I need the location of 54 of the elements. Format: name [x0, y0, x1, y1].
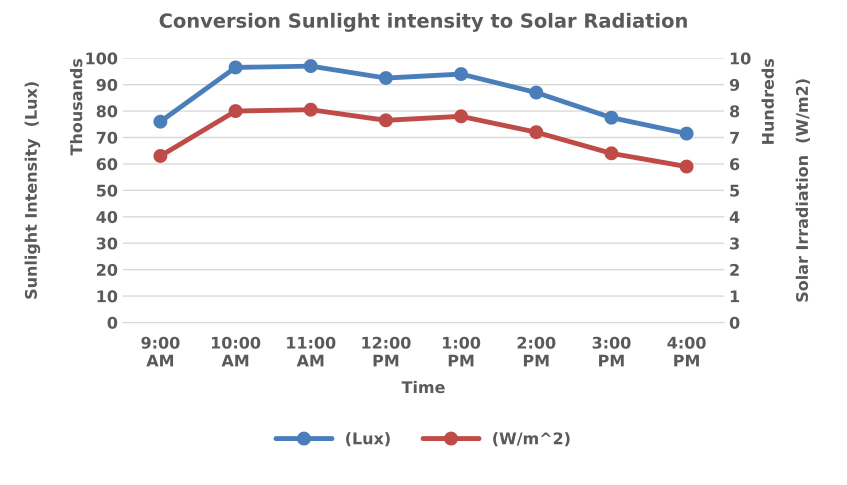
x-axis-title: Time	[402, 380, 445, 394]
legend-label: (Lux)	[346, 432, 390, 446]
y-tick-label: 60	[96, 158, 118, 170]
point	[680, 160, 694, 174]
y-tick-label: 0	[108, 316, 118, 329]
y2-tick-label: 2	[730, 264, 739, 276]
y-tick-label: 100	[86, 52, 118, 64]
y2-tick-label: 3	[730, 237, 739, 250]
y2-tick-label: 9	[730, 78, 740, 91]
y-tick-label: 20	[96, 264, 118, 276]
y-tick-label: 90	[96, 78, 118, 91]
y-tick-label: 70	[96, 132, 118, 144]
y2-tick-label: 10	[730, 52, 751, 64]
point	[378, 113, 393, 128]
x-tick-label: 9:00 AM	[141, 336, 180, 366]
point	[378, 71, 393, 85]
legend-label: (W/m^2)	[493, 432, 570, 446]
point	[153, 114, 168, 129]
chart-title: Conversion Sunlight intensity to Solar Radiation	[160, 12, 687, 32]
y-tick-label: 80	[96, 105, 118, 118]
x-tick-label: 3:00 PM	[592, 336, 631, 366]
point	[454, 109, 468, 124]
y2-tick-label: 0	[730, 316, 740, 329]
text: Thousands	[70, 58, 82, 156]
point	[529, 86, 544, 100]
y2-tick-label: 6	[730, 158, 740, 170]
y-tick-label: 30	[96, 237, 118, 250]
y2-tick-label: 1	[730, 290, 740, 302]
x-tick-label: 12:00 PM	[362, 336, 411, 366]
y-tick-label: 10	[98, 290, 118, 302]
point	[304, 102, 318, 117]
y2-axis-title: Solar Irradiation (W/m2)	[796, 79, 810, 302]
point	[529, 125, 544, 140]
point	[228, 104, 243, 118]
y-tick-label: 50	[96, 184, 118, 197]
y-tick-label: 40	[96, 211, 118, 224]
text: Hundreds	[762, 58, 774, 144]
y2-tick-label: 7	[730, 132, 739, 144]
x-tick-label: 1:00 PM	[443, 336, 480, 366]
x-tick-label: 2:00 PM	[518, 336, 556, 366]
point	[153, 149, 168, 163]
point	[680, 126, 694, 140]
point	[604, 146, 618, 160]
point	[228, 60, 243, 74]
point	[604, 110, 618, 125]
x-tick-label: 10:00 AM	[212, 336, 260, 366]
y-axis-title: Sunlight Intensity (Lux)	[24, 82, 40, 299]
point	[454, 67, 468, 82]
x-tick-label: 11:00 AM	[287, 336, 336, 366]
y2-tick-label: 5	[730, 184, 740, 197]
y2-tick-label: 8	[730, 105, 740, 118]
x-tick-label: 4:00 PM	[667, 336, 706, 366]
y2-tick-label: 4	[730, 211, 740, 223]
point	[304, 59, 318, 74]
